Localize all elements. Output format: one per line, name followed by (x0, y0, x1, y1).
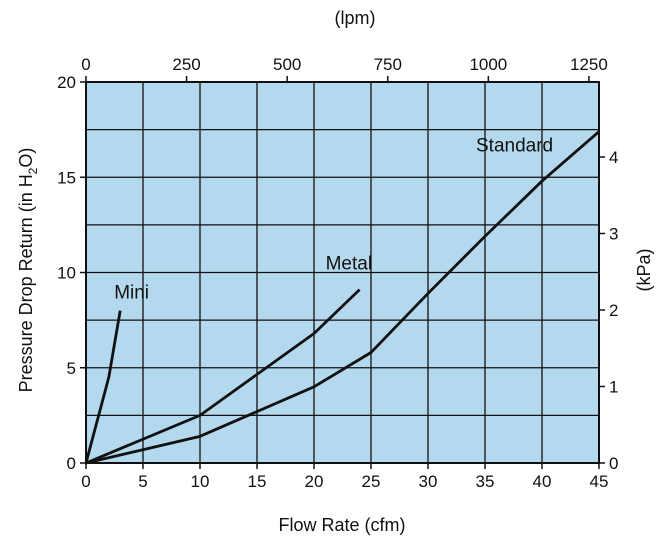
y-tick-label: 15 (57, 168, 76, 187)
series-line-mini (84, 310, 122, 464)
x-tick-label: 15 (248, 472, 267, 491)
y-axis-title-sub: 2 (26, 167, 40, 174)
y2-tick-label: 3 (609, 224, 618, 243)
x-tick-label: 20 (305, 472, 324, 491)
x2-tick-label: 1000 (469, 55, 507, 74)
x-tick-label: 45 (590, 472, 609, 491)
y-tick-label: 5 (67, 359, 76, 378)
grid (85, 81, 600, 464)
series-label-metal: Metal (326, 254, 372, 275)
x2-axis-title: (lpm) (335, 8, 376, 28)
y-axis-title: Pressure Drop Return (in H2O) (16, 148, 40, 393)
x2-tick-label: 0 (81, 55, 90, 74)
x2-tick-label: 750 (374, 55, 402, 74)
x2-tick-label: 1250 (570, 55, 608, 74)
y2-tick-label: 2 (609, 301, 618, 320)
y2-tick-label: 4 (609, 148, 618, 167)
y2-tick-label: 1 (609, 377, 618, 396)
y-tick-label: 20 (57, 73, 76, 92)
y2-axis-title: (kPa) (634, 248, 654, 291)
series-labels: Mini Metal Standard (114, 136, 553, 304)
series-lines (84, 130, 600, 465)
x-tick-label: 25 (362, 472, 381, 491)
y2-tick-label: 0 (609, 454, 618, 473)
x2-tick-label: 250 (172, 55, 200, 74)
x-tick-label: 35 (476, 472, 495, 491)
y-tick-label: 10 (57, 264, 76, 283)
series-line-standard (85, 130, 600, 465)
x-tick-label: 0 (81, 472, 90, 491)
x-tick-label: 40 (533, 472, 552, 491)
y-axis-title-prefix: Pressure Drop Return (in H (16, 174, 36, 392)
series-label-mini: Mini (114, 283, 149, 304)
x-tick-label: 10 (191, 472, 210, 491)
series-label-standard: Standard (476, 136, 553, 157)
x-axis-title: Flow Rate (cfm) (278, 515, 405, 535)
x-tick-label: 30 (419, 472, 438, 491)
x-tick-label: 5 (138, 472, 147, 491)
y-axis-title-suffix: O) (16, 148, 36, 168)
y-tick-label: 0 (67, 454, 76, 473)
series-line-metal (85, 288, 361, 465)
x2-tick-label: 500 (273, 55, 301, 74)
